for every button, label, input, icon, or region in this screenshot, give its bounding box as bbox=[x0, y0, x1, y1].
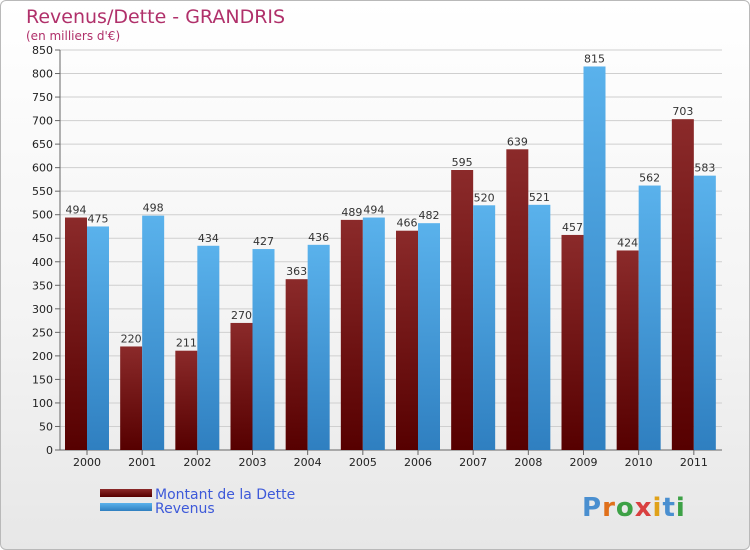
value-label: 521 bbox=[529, 191, 550, 204]
y-tick-label: 850 bbox=[32, 44, 53, 57]
value-label: 270 bbox=[231, 309, 252, 322]
y-tick-label: 750 bbox=[32, 91, 53, 104]
bars bbox=[65, 66, 716, 451]
y-axis-ticks: 0 50 100 150 200 250 300 350 400 450 500 550 600 650 7… bbox=[32, 44, 722, 457]
legend-label-revenus: Revenus bbox=[155, 501, 215, 517]
value-label: 494 bbox=[66, 204, 87, 217]
chart-subtitle: (en milliers d'€) bbox=[26, 29, 120, 43]
value-label: 475 bbox=[88, 212, 109, 225]
bar-dette bbox=[616, 250, 639, 450]
value-label: 583 bbox=[694, 162, 715, 175]
value-label: 466 bbox=[397, 217, 418, 230]
bar-dette bbox=[561, 234, 584, 450]
x-axis-ticks: 2000 2001 2002 2003 2004 2005 2006 2007 2008 2009… bbox=[73, 450, 708, 469]
bar-revenus bbox=[252, 249, 275, 450]
bar-revenus bbox=[693, 175, 716, 450]
value-label: 434 bbox=[198, 232, 219, 245]
bar-revenus bbox=[362, 217, 385, 450]
bar-revenus bbox=[307, 244, 330, 450]
y-tick-label: 450 bbox=[32, 232, 53, 245]
bar-revenus bbox=[528, 204, 551, 450]
bar-revenus bbox=[197, 245, 220, 450]
value-label: 211 bbox=[176, 337, 197, 350]
bar-dette bbox=[340, 219, 363, 450]
value-label: 457 bbox=[562, 221, 583, 234]
svg-text:Proxiti: Proxiti bbox=[582, 493, 686, 523]
value-label: 424 bbox=[617, 236, 638, 249]
x-tick-label: 2000 bbox=[73, 456, 101, 469]
legend: Montant de la Dette Revenus bbox=[100, 487, 295, 517]
bar-dette bbox=[175, 350, 198, 450]
value-label: 520 bbox=[474, 191, 495, 204]
bar-revenus bbox=[87, 226, 109, 450]
value-label: 363 bbox=[286, 265, 307, 278]
x-tick-label: 2002 bbox=[183, 456, 211, 469]
x-tick-label: 2011 bbox=[680, 456, 708, 469]
bar-dette bbox=[506, 149, 529, 450]
y-tick-label: 650 bbox=[32, 138, 53, 151]
bar-revenus bbox=[473, 205, 496, 450]
x-tick-label: 2007 bbox=[459, 456, 487, 469]
y-tick-label: 400 bbox=[32, 256, 53, 269]
y-tick-label: 700 bbox=[32, 115, 53, 128]
value-label: 562 bbox=[639, 172, 660, 185]
value-label: 639 bbox=[507, 135, 528, 148]
value-label: 703 bbox=[672, 105, 693, 118]
value-label: 815 bbox=[584, 52, 605, 65]
value-label: 220 bbox=[121, 332, 142, 345]
y-tick-label: 50 bbox=[39, 420, 53, 433]
value-label: 595 bbox=[452, 156, 473, 169]
bar-revenus bbox=[418, 223, 440, 450]
value-label: 498 bbox=[143, 202, 164, 215]
value-label: 427 bbox=[253, 235, 274, 248]
bar-revenus bbox=[583, 66, 606, 451]
bar-dette bbox=[451, 170, 474, 450]
y-tick-label: 300 bbox=[32, 303, 53, 316]
bar-revenus bbox=[638, 185, 661, 450]
y-tick-label: 250 bbox=[32, 326, 53, 339]
value-label: 436 bbox=[308, 231, 329, 244]
bar-dette bbox=[285, 279, 308, 450]
bar-dette bbox=[65, 217, 87, 450]
y-tick-label: 600 bbox=[32, 162, 53, 175]
proxiti-logo: Proxiti bbox=[582, 493, 686, 523]
legend-label-dette: Montant de la Dette bbox=[155, 487, 295, 503]
y-tick-label: 100 bbox=[32, 397, 53, 410]
bar-dette bbox=[671, 119, 694, 451]
y-tick-label: 150 bbox=[32, 373, 53, 386]
bar-revenus bbox=[142, 215, 165, 450]
legend-swatch-revenus bbox=[100, 503, 152, 511]
x-tick-label: 2006 bbox=[404, 456, 432, 469]
y-tick-label: 200 bbox=[32, 350, 53, 363]
y-tick-label: 500 bbox=[32, 209, 53, 222]
x-tick-label: 2010 bbox=[625, 456, 653, 469]
y-tick-label: 350 bbox=[32, 279, 53, 292]
bar-dette bbox=[396, 230, 418, 450]
chart-title: Revenus/Dette - GRANDRIS bbox=[26, 6, 285, 28]
value-label: 494 bbox=[363, 204, 384, 217]
bar-dette bbox=[230, 322, 253, 450]
value-label: 482 bbox=[419, 209, 440, 222]
y-tick-label: 0 bbox=[46, 444, 53, 457]
value-label: 489 bbox=[341, 206, 362, 219]
x-tick-label: 2005 bbox=[349, 456, 377, 469]
x-tick-label: 2001 bbox=[128, 456, 156, 469]
bar-dette bbox=[120, 346, 143, 450]
x-tick-label: 2004 bbox=[294, 456, 322, 469]
y-tick-label: 800 bbox=[32, 68, 53, 81]
legend-swatch-dette bbox=[100, 489, 152, 497]
y-tick-label: 550 bbox=[32, 185, 53, 198]
x-tick-label: 2008 bbox=[514, 456, 542, 469]
x-tick-label: 2009 bbox=[570, 456, 598, 469]
x-tick-label: 2003 bbox=[239, 456, 267, 469]
